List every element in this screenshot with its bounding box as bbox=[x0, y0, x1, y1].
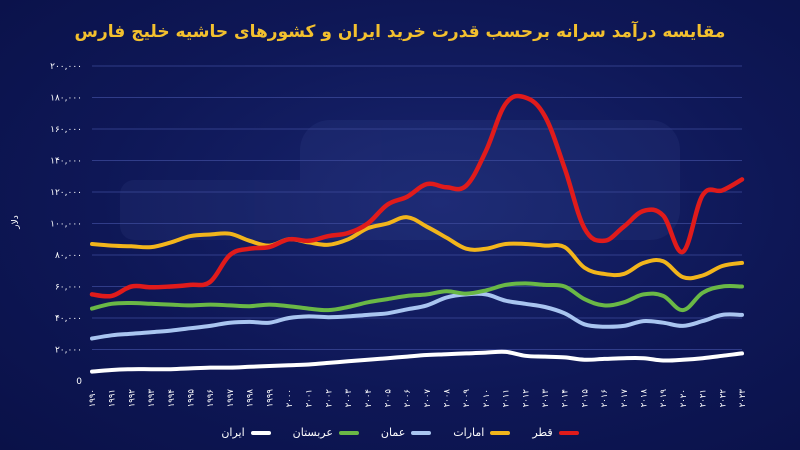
x-tick-label: ۲۰۰۸ bbox=[443, 389, 453, 408]
x-tick-label: ۲۰۰۶ bbox=[403, 389, 413, 407]
x-tick-label: ۲۰۰۰ bbox=[285, 389, 295, 407]
y-tick-label: 0 bbox=[76, 377, 82, 387]
x-tick-label: ۱۹۹۷ bbox=[226, 389, 236, 408]
legend-swatch bbox=[338, 430, 359, 435]
y-tick-label: ۱۰۰,۰۰۰ bbox=[50, 220, 82, 230]
x-tick-label: ۲۰۱۱ bbox=[502, 389, 512, 407]
series-line bbox=[90, 215, 744, 281]
y-tick-label: ۱۸۰,۰۰۰ bbox=[50, 94, 82, 104]
x-tick-label: ۱۹۹۴ bbox=[167, 389, 177, 407]
legend-item: قطر bbox=[532, 426, 579, 439]
x-tick-label: ۱۹۹۹ bbox=[265, 389, 275, 408]
legend: قطر امارات عمان عربستان ایران bbox=[0, 426, 800, 439]
chart-title: مقایسه درآمد سرانه برحسب قدرت خرید ایران… bbox=[74, 22, 726, 42]
series-line bbox=[89, 93, 745, 299]
legend-label: امارات bbox=[453, 426, 485, 439]
y-tick-label: ۱۴۰,۰۰۰ bbox=[50, 157, 82, 167]
gridlines bbox=[92, 65, 742, 350]
legend-label: عمان bbox=[380, 426, 406, 439]
x-tick-label: ۲۰۱۰ bbox=[482, 389, 492, 407]
x-axis-ticks: ۱۹۹۰ ۱۹۹۱ ۱۹۹۲ ۱۹۹۳ ۱۹۹۴ ۱۹۹۵ ۱۹۹۶ ۱۹۹۷ ۱۹۹۸ ۱۹۹۹… bbox=[88, 389, 748, 408]
watermark-logo bbox=[120, 120, 680, 240]
legend-swatch bbox=[411, 430, 432, 435]
x-tick-label: ۲۰۱۶ bbox=[600, 389, 610, 407]
x-tick-label: ۱۹۹۰ bbox=[88, 389, 98, 407]
y-tick-label: ۱۶۰,۰۰۰ bbox=[50, 125, 82, 135]
y-tick-label: ۲۰,۰۰۰ bbox=[55, 346, 82, 356]
legend-item: عمان bbox=[380, 426, 432, 439]
x-tick-label: ۱۹۹۶ bbox=[206, 389, 216, 407]
x-tick-label: ۲۰۱۳ bbox=[541, 389, 551, 408]
x-tick-label: ۲۰۰۲ bbox=[324, 389, 334, 408]
x-tick-label: ۲۰۲۳ bbox=[738, 389, 748, 408]
y-tick-label: ۲۰۰,۰۰۰ bbox=[50, 62, 82, 72]
x-tick-label: ۲۰۱۷ bbox=[620, 389, 630, 408]
x-tick-label: ۱۹۹۵ bbox=[186, 389, 196, 408]
legend-item: ایران bbox=[221, 426, 271, 439]
series-line bbox=[90, 281, 744, 313]
x-tick-label: ۲۰۰۵ bbox=[383, 389, 393, 408]
x-tick-label: ۲۰۰۷ bbox=[423, 389, 433, 408]
y-tick-label: ۸۰,۰۰۰ bbox=[55, 251, 82, 261]
y-tick-label: ۶۰,۰۰۰ bbox=[55, 283, 82, 293]
series-lines bbox=[89, 93, 745, 374]
x-tick-label: ۱۹۹۸ bbox=[246, 389, 256, 408]
legend-item: عربستان bbox=[293, 426, 359, 439]
legend-swatch bbox=[490, 430, 511, 435]
series-line bbox=[90, 291, 744, 341]
legend-label: قطر bbox=[532, 426, 553, 439]
x-tick-label: ۱۹۹۳ bbox=[147, 389, 157, 408]
x-tick-label: ۱۹۹۲ bbox=[127, 389, 137, 408]
x-tick-label: ۲۰۱۴ bbox=[561, 389, 571, 407]
legend-label: ایران bbox=[221, 426, 245, 439]
series-line bbox=[90, 349, 744, 374]
x-tick-label: ۲۰۱۵ bbox=[580, 389, 590, 408]
x-tick-label: ۲۰۲۱ bbox=[699, 389, 709, 407]
legend-swatch bbox=[558, 430, 579, 435]
y-tick-label: ۴۰,۰۰۰ bbox=[55, 314, 82, 324]
x-tick-label: ۲۰۲۰ bbox=[679, 389, 689, 407]
y-tick-label: ۱۲۰,۰۰۰ bbox=[50, 188, 82, 198]
x-tick-label: ۲۰۱۹ bbox=[659, 389, 669, 408]
y-axis-ticks: 0 ۲۰,۰۰۰ ۴۰,۰۰۰ ۶۰,۰۰۰ ۸۰,۰۰۰ ۱۰۰,۰۰۰ ۱۲۰,۰۰۰ ۱… bbox=[50, 62, 82, 387]
y-axis-label: دلار bbox=[11, 215, 21, 230]
x-tick-label: ۲۰۲۲ bbox=[718, 389, 728, 408]
x-tick-label: ۲۰۰۴ bbox=[364, 389, 374, 407]
legend-item: امارات bbox=[453, 426, 511, 439]
legend-label: عربستان bbox=[292, 426, 333, 439]
x-tick-label: ۱۹۹۱ bbox=[108, 389, 118, 407]
x-tick-label: ۲۰۱۸ bbox=[640, 389, 650, 408]
x-tick-label: ۲۰۰۱ bbox=[305, 389, 315, 407]
x-tick-label: ۲۰۱۲ bbox=[521, 389, 531, 408]
legend-swatch bbox=[250, 430, 271, 435]
x-tick-label: ۲۰۰۹ bbox=[462, 389, 472, 408]
x-tick-label: ۲۰۰۳ bbox=[344, 389, 354, 408]
